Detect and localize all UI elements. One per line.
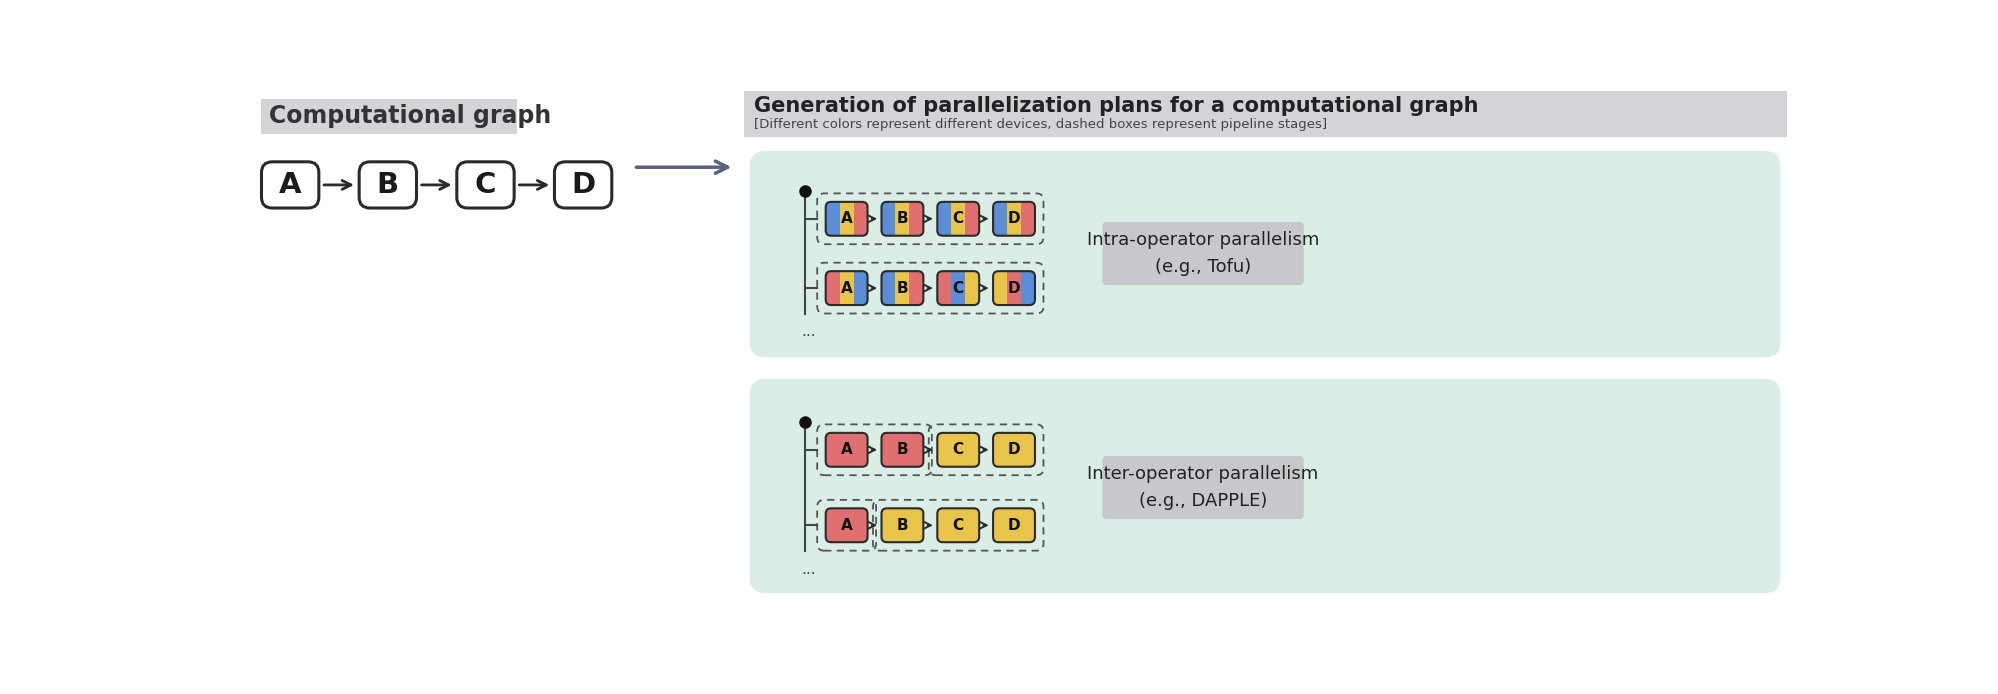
Bar — [951, 271, 965, 305]
Bar — [909, 271, 923, 305]
Text: Computational graph: Computational graph — [270, 104, 551, 128]
Bar — [825, 202, 839, 236]
FancyBboxPatch shape — [1101, 456, 1303, 519]
FancyBboxPatch shape — [458, 162, 513, 208]
Text: B: B — [376, 171, 400, 199]
Bar — [895, 271, 909, 305]
Text: D: D — [1007, 211, 1019, 226]
FancyBboxPatch shape — [749, 151, 1780, 357]
Bar — [937, 202, 951, 236]
Bar — [1007, 202, 1021, 236]
Text: B: B — [897, 518, 907, 533]
Bar — [839, 202, 853, 236]
Text: B: B — [897, 442, 907, 457]
Text: C: C — [476, 171, 496, 199]
Bar — [937, 433, 979, 467]
Bar — [743, 91, 1786, 137]
Bar — [825, 433, 867, 467]
Text: Inter-operator parallelism
(e.g., DAPPLE): Inter-operator parallelism (e.g., DAPPLE… — [1087, 464, 1319, 510]
FancyBboxPatch shape — [553, 162, 611, 208]
Text: A: A — [841, 518, 851, 533]
Bar — [909, 202, 923, 236]
Text: D: D — [1007, 518, 1019, 533]
Text: A: A — [841, 442, 851, 457]
Text: C: C — [953, 518, 963, 533]
Bar — [937, 508, 979, 542]
Bar — [881, 508, 923, 542]
Bar — [839, 271, 853, 305]
Text: Generation of parallelization plans for a computational graph: Generation of parallelization plans for … — [753, 96, 1477, 117]
Text: Intra-operator parallelism
(e.g., Tofu): Intra-operator parallelism (e.g., Tofu) — [1087, 230, 1319, 276]
Text: A: A — [841, 280, 851, 296]
FancyBboxPatch shape — [262, 162, 320, 208]
Text: A: A — [280, 171, 302, 199]
FancyBboxPatch shape — [749, 379, 1780, 593]
Text: B: B — [897, 211, 907, 226]
Bar — [881, 202, 895, 236]
Bar — [993, 202, 1007, 236]
Bar — [262, 99, 517, 134]
Bar — [993, 271, 1007, 305]
Bar — [993, 433, 1035, 467]
Bar — [853, 202, 867, 236]
Bar — [881, 271, 895, 305]
Text: B: B — [897, 280, 907, 296]
Bar — [993, 508, 1035, 542]
Text: ...: ... — [801, 325, 815, 339]
Bar — [825, 508, 867, 542]
Bar — [1007, 271, 1021, 305]
Bar — [965, 271, 979, 305]
Text: D: D — [1007, 280, 1019, 296]
FancyBboxPatch shape — [1101, 222, 1303, 285]
Bar — [1021, 202, 1035, 236]
Bar — [895, 202, 909, 236]
Text: C: C — [953, 280, 963, 296]
Bar — [825, 271, 839, 305]
Bar — [853, 271, 867, 305]
Bar — [965, 202, 979, 236]
Bar — [1021, 271, 1035, 305]
Bar — [951, 202, 965, 236]
Text: ...: ... — [801, 561, 815, 577]
Text: D: D — [571, 171, 595, 199]
Text: A: A — [841, 211, 851, 226]
Text: D: D — [1007, 442, 1019, 457]
Text: [Different colors represent different devices, dashed boxes represent pipeline s: [Different colors represent different de… — [753, 119, 1327, 131]
Text: C: C — [953, 442, 963, 457]
Bar — [937, 271, 951, 305]
FancyBboxPatch shape — [360, 162, 416, 208]
Text: C: C — [953, 211, 963, 226]
Bar — [881, 433, 923, 467]
